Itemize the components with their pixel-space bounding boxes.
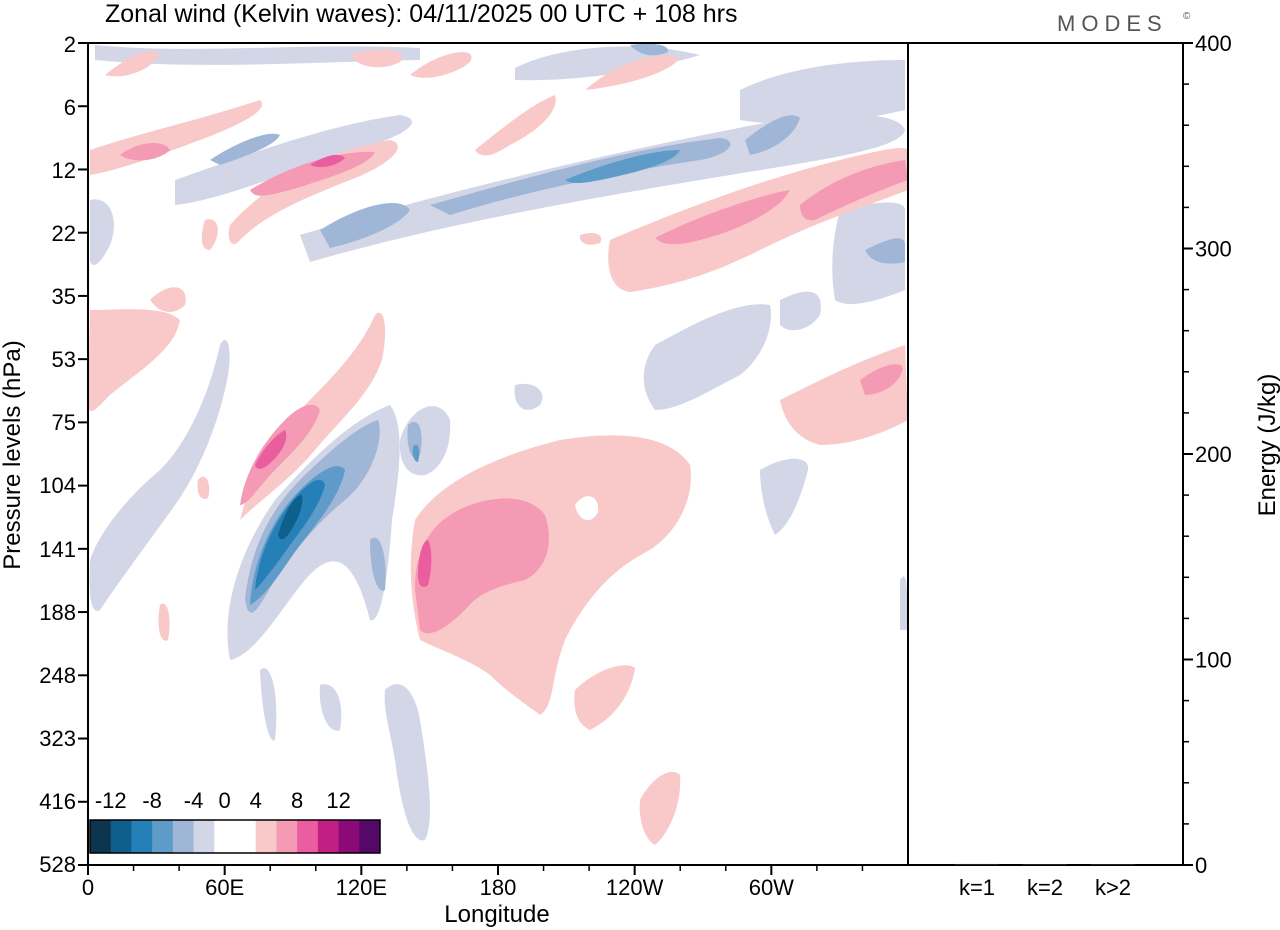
longitude-axis: 0 60E 120E 180 120W 60W Longitude [82, 865, 864, 928]
main-plot-frame [87, 42, 909, 866]
modes-logo: MODES © [1057, 11, 1191, 36]
energy-tick-label: 100 [1195, 648, 1232, 673]
pressure-tick-label: 188 [39, 600, 76, 625]
pressure-tick-label: 12 [52, 158, 76, 183]
energy-tick-label: 200 [1195, 442, 1232, 467]
colorbar-frame [89, 819, 381, 854]
brand-mark: © [1183, 11, 1191, 22]
brand-text: MODES [1057, 11, 1168, 36]
colorbar-label: 0 [219, 788, 231, 813]
pressure-axis-label: Pressure levels (hPa) [0, 340, 26, 569]
energy-category-label: k=2 [1027, 875, 1063, 900]
colorbar-swatch [338, 820, 360, 853]
pressure-tick-label: 416 [39, 789, 76, 814]
longitude-tick-label: 120W [606, 875, 664, 900]
colorbar-labels: -12 -8 -4 0 4 8 12 [95, 788, 351, 813]
colorbar-swatch [317, 820, 340, 853]
pressure-tick-label: 323 [39, 726, 76, 751]
pressure-tick-label: 2 [64, 32, 76, 57]
colorbar-label: -8 [142, 788, 162, 813]
energy-bar-k>2 [1091, 864, 1135, 865]
energy-tick-label: 300 [1195, 237, 1232, 262]
energy-tick-label: 0 [1195, 853, 1207, 878]
colorbar-swatch [90, 820, 112, 853]
colorbar-swatch [131, 820, 153, 853]
longitude-tick-label: 60W [749, 875, 794, 900]
colorbar-swatch [359, 820, 381, 853]
pressure-tick-marks [78, 42, 88, 866]
colorbar-label: 4 [250, 788, 262, 813]
longitude-tick-label: 180 [480, 875, 517, 900]
energy-category-label: k>2 [1095, 875, 1131, 900]
energy-category-label: k=1 [959, 875, 995, 900]
strong-easterly-anomalies [250, 150, 680, 605]
pressure-tick-label: 528 [39, 852, 76, 877]
energy-bars [955, 863, 1135, 865]
very-strong-easterly-anomalies [255, 479, 325, 590]
pressure-tick-label: 6 [64, 95, 76, 120]
longitude-tick-label: 60E [205, 875, 244, 900]
pressure-tick-label: 104 [39, 473, 76, 498]
moderate-westerly-anomalies [120, 143, 908, 634]
energy-bar-k=2 [1023, 864, 1067, 865]
pressure-tick-label: 141 [39, 537, 76, 562]
longitude-tick-label: 120E [336, 875, 387, 900]
energy-bar-k=1 [955, 863, 999, 865]
energy-tick-marks [1183, 42, 1193, 866]
pressure-tick-label: 22 [52, 221, 76, 246]
chart-title: Zonal wind (Kelvin waves): 04/11/2025 00… [105, 0, 738, 28]
colorbar-swatch [214, 820, 236, 853]
light-easterly-anomalies [89, 45, 908, 841]
colorbar-swatch [152, 820, 174, 853]
colorbar-swatch [276, 820, 298, 853]
longitude-axis-label: Longitude [444, 901, 549, 928]
longitude-tick-marks [87, 865, 864, 875]
pressure-tick-label: 53 [52, 347, 76, 372]
pressure-tick-label: 35 [52, 284, 76, 309]
colorbar-label: 8 [291, 788, 303, 813]
core-easterly-anomaly [278, 495, 303, 540]
energy-tick-label: 400 [1195, 31, 1232, 56]
colorbar-swatch [255, 820, 277, 853]
energy-category-labels: k=1 k=2 k>2 [959, 875, 1131, 900]
pressure-tick-label: 248 [39, 663, 76, 688]
energy-axis-label: Energy (J/kg) [1254, 374, 1280, 517]
colorbar [89, 819, 381, 854]
colorbar-swatch [172, 820, 195, 853]
pressure-axis: 2 6 12 22 35 53 75 104 141 188 248 323 4… [0, 32, 88, 877]
colorbar-label: -4 [184, 788, 204, 813]
colorbar-label: -12 [95, 788, 127, 813]
colorbar-label: 12 [326, 788, 350, 813]
strong-westerly-anomalies [255, 154, 432, 587]
pressure-tick-label: 75 [52, 410, 76, 435]
colorbar-swatch [193, 820, 215, 853]
colorbar-swatch [110, 820, 132, 853]
colorbar-swatch [235, 820, 257, 853]
energy-axis: 0 100 200 300 400 Energy (J/kg) [1183, 31, 1280, 878]
wind-contour-field [89, 43, 908, 845]
colorbar-swatch [297, 820, 319, 853]
neutral-gaps [575, 496, 599, 521]
longitude-tick-label: 0 [82, 875, 94, 900]
energy-plot-frame [907, 42, 1184, 866]
